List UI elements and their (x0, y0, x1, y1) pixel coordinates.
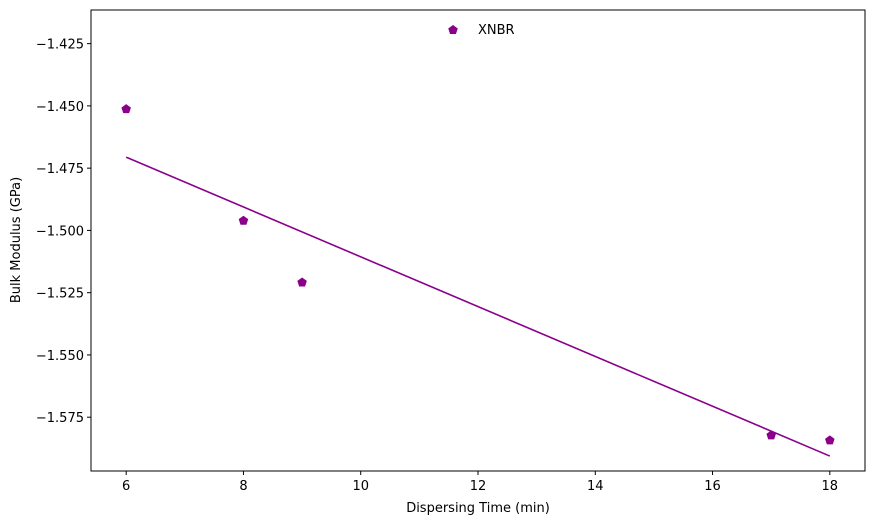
y-tick-label: −1.475 (36, 162, 84, 177)
x-tick-label: 12 (470, 479, 487, 494)
data-point (297, 277, 307, 287)
x-tick-label: 16 (704, 479, 721, 494)
data-point (766, 430, 776, 440)
y-tick-label: −1.500 (36, 224, 84, 239)
plot-frame (90, 9, 866, 472)
legend-marker-xnbr (448, 25, 458, 35)
y-axis-label: Bulk Modulus (GPa) (9, 177, 24, 303)
x-tick-label: 10 (352, 479, 369, 494)
y-tick-label: −1.425 (36, 38, 84, 53)
legend: XNBR (448, 23, 515, 38)
data-point (238, 215, 249, 225)
trendline-layer (125, 156, 831, 457)
y-tick-label: −1.525 (36, 287, 84, 302)
y-tick-label: −1.450 (36, 100, 84, 115)
x-tick-label: 8 (239, 479, 247, 494)
x-axis-ticks: 6 8 10 12 14 16 18 (122, 471, 838, 494)
y-tick-label: −1.550 (36, 349, 84, 364)
data-point (121, 104, 131, 114)
x-tick-label: 6 (122, 479, 130, 494)
legend-label-xnbr: XNBR (478, 23, 515, 38)
y-tick-label: −1.575 (36, 411, 84, 426)
y-axis-ticks: −1.425 −1.450 −1.475 −1.500 −1.525 −1.550 −1.5… (36, 38, 91, 426)
trendline (125, 156, 831, 457)
data-points-layer (121, 104, 835, 445)
x-tick-label: 18 (822, 479, 839, 494)
x-axis-label: Dispersing Time (min) (406, 501, 550, 516)
data-point (825, 435, 835, 445)
x-tick-label: 14 (587, 479, 604, 494)
